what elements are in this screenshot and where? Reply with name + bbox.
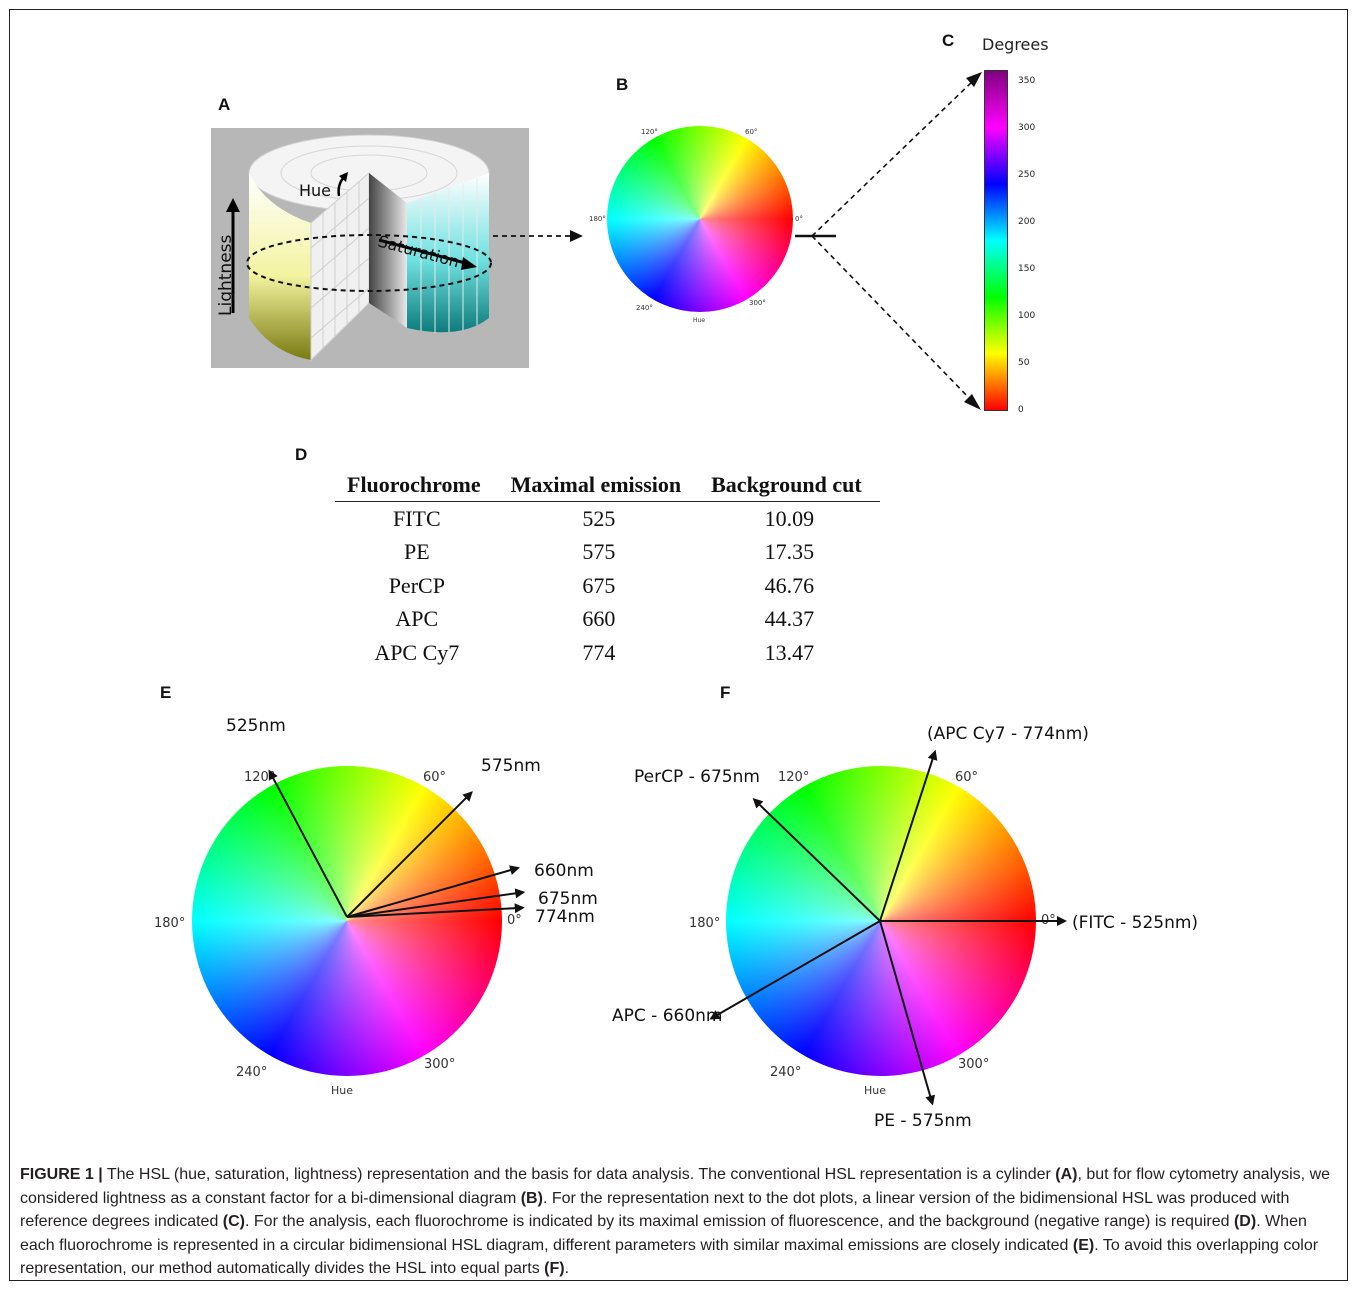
table-cell: PerCP	[388, 572, 445, 598]
colorbar-title: Degrees	[982, 35, 1049, 54]
panel-label-f: F	[720, 683, 731, 702]
wheel-e-label-180: 180°	[154, 916, 185, 931]
fluorochrome-table: Fluorochrome Maximal emission Background…	[335, 470, 880, 670]
colorbar-tick: 150	[1018, 264, 1036, 274]
figure-frame	[9, 9, 1348, 1281]
caption-segment: (F)	[544, 1260, 565, 1278]
caption-segment: . To avoid this overlapping color repres…	[20, 1236, 1319, 1278]
wheel-f-hue-label: Hue	[864, 1084, 886, 1097]
wheel-f-arrow-label: (FITC - 525nm)	[1072, 913, 1198, 933]
wheel-f-label-300: 300°	[958, 1057, 989, 1072]
wheel-f-arrow-label: APC - 660nm	[612, 1006, 722, 1026]
hue-wheel-e-shading	[192, 766, 502, 1076]
table-cell: 44.37	[764, 606, 815, 632]
colorbar-tick: 250	[1018, 170, 1036, 180]
wheel-e-label-0: 0°	[507, 913, 522, 928]
wheel-f-arrow-label: PerCP - 675nm	[634, 767, 760, 787]
table-header: Maximal emission	[498, 470, 700, 502]
caption-segment: . For the representation next to the dot…	[20, 1189, 1290, 1231]
table-cell: 13.47	[764, 639, 815, 665]
table-header: Fluorochrome	[335, 470, 499, 502]
wheel-f-arrow	[879, 920, 935, 1106]
wheel-e-arrow-label: 660nm	[534, 861, 594, 881]
caption-segment: .	[564, 1260, 570, 1278]
table-cell: 575	[582, 539, 616, 565]
wheel-e-arrow	[346, 888, 526, 918]
wheel-f-arrow	[709, 920, 881, 1020]
caption-segment: (A)	[1055, 1166, 1078, 1183]
wheel-f-arrow-label: (APC Cy7 - 774nm)	[927, 724, 1089, 744]
caption-segment: . For the analysis, each fluorochrome is…	[245, 1213, 1234, 1231]
panel-label-d: D	[295, 445, 308, 464]
wheel-f-arrow-label: PE - 575nm	[874, 1111, 972, 1131]
wheel-e-arrow	[268, 769, 348, 918]
panel-label-a: A	[218, 95, 231, 114]
wheel-e-arrow	[346, 791, 473, 918]
table-cell: FITC	[392, 505, 441, 531]
figure-label: FIGURE 1 |	[20, 1166, 103, 1183]
wheel-e-label-120: 120°	[244, 770, 275, 785]
table-row: PE 575 17.35	[335, 536, 880, 570]
wheel-f-label-120: 120°	[778, 770, 809, 785]
wheel-f-label-60: 60°	[955, 770, 978, 785]
panel-label-b: B	[616, 75, 629, 94]
caption-segment: The HSL (hue, saturation, lightness) rep…	[102, 1166, 1056, 1183]
caption-segment: , but for flow cytometry analysis, we co…	[20, 1166, 1331, 1207]
table-cell: PE	[403, 539, 430, 565]
wheel-e-arrow	[346, 865, 521, 918]
table-cell: 675	[582, 572, 616, 598]
table-cell: 774	[582, 639, 616, 665]
caption-segment: . When each fluorochrome is represented …	[20, 1213, 1307, 1254]
table-cell: APC Cy7	[374, 639, 460, 665]
colorbar-tick: 100	[1018, 311, 1036, 321]
table-header: Background cut	[699, 470, 880, 502]
hue-wheel-small-shading	[607, 126, 793, 312]
wheel-e-arrow-label: 575nm	[481, 756, 541, 776]
caption-segment: (D)	[1233, 1213, 1257, 1231]
table-row: PerCP 675 46.76	[335, 569, 880, 603]
caption-segment: (E)	[1072, 1236, 1095, 1254]
table-row: APC 660 44.37	[335, 603, 880, 637]
wheel-e-arrow-label: 774nm	[535, 907, 595, 927]
wheel-e-label-60: 60°	[423, 770, 446, 785]
colorbar-tick: 350	[1018, 76, 1036, 86]
panel-label-c: C	[942, 31, 955, 50]
caption-segment: (B)	[520, 1189, 543, 1207]
table-row: FITC 525 10.09	[335, 502, 880, 536]
wheel-f-arrows: (FITC - 525nm) (APC Cy7 - 774nm) PerCP - 6…	[612, 724, 1198, 1131]
wheel-e-arrow	[346, 903, 525, 918]
panel-label-e: E	[160, 683, 172, 702]
colorbar-tick: 300	[1018, 123, 1036, 133]
table-row: APC Cy7 774 13.47	[335, 636, 880, 670]
table-cell: 660	[582, 606, 616, 632]
table-cell: 525	[582, 505, 616, 531]
wheel-e-label-300: 300°	[424, 1057, 455, 1072]
table-cell: 10.09	[764, 505, 815, 531]
table-cell: APC	[395, 606, 439, 632]
wheel-e-arrow-label: 675nm	[538, 889, 598, 909]
wheel-f-label-240: 240°	[770, 1065, 801, 1080]
table-header-row: Fluorochrome Maximal emission Background…	[335, 470, 880, 502]
figure-caption: FIGURE 1 | The HSL (hue, saturation, lig…	[20, 1163, 1338, 1281]
wheel-e-arrow-label: 525nm	[226, 716, 286, 736]
wheel-e-label-240: 240°	[236, 1065, 267, 1080]
table-cell: 46.76	[764, 572, 815, 598]
caption-body: The HSL (hue, saturation, lightness) rep…	[20, 1166, 1330, 1277]
caption-segment: (C)	[222, 1213, 246, 1231]
wheel-f-label-180: 180°	[689, 916, 720, 931]
colorbar-tick: 50	[1018, 358, 1030, 368]
hue-label: Hue	[299, 181, 331, 200]
colorbar-tick: 200	[1018, 217, 1036, 227]
hsl-cylinder-image: Hue Saturation Lightness	[211, 128, 529, 368]
wheel-e-hue-label: Hue	[331, 1084, 353, 1097]
colorbar-tick: 0	[1018, 405, 1024, 415]
lightness-label: Lightness	[216, 234, 236, 316]
table-cell: 17.35	[764, 539, 815, 565]
hsl-cylinder-drawing: Hue Saturation Lightness	[216, 134, 492, 362]
wheel-f-arrow	[752, 798, 881, 922]
wheel-f-arrow	[879, 749, 938, 922]
degrees-colorbar	[984, 70, 1008, 411]
